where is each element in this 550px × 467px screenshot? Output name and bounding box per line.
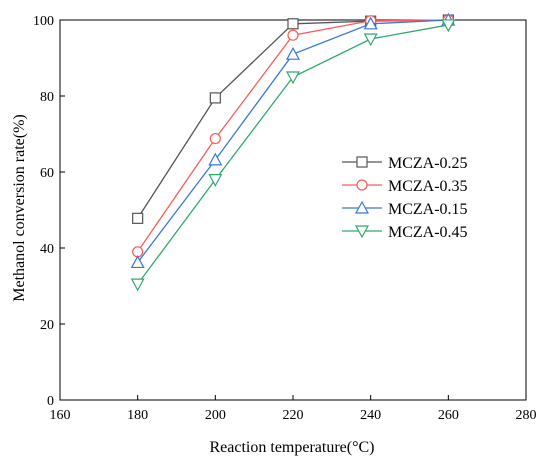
data-point-mcza-0-15 — [363, 16, 378, 30]
data-point-mcza-0-45 — [130, 278, 145, 292]
x-tick-label: 180 — [127, 408, 148, 423]
y-axis-label: Methanol conversion rate(%) — [11, 114, 28, 301]
data-point-mcza-0-45 — [208, 174, 223, 187]
legend-marker-mcza-0-15 — [354, 200, 370, 214]
y-tick-label: 0 — [47, 394, 54, 409]
x-tick-label: 260 — [438, 408, 459, 423]
legend-marker-mcza-0-45 — [354, 225, 370, 239]
x-tick-label: 240 — [360, 408, 381, 423]
legend-label-mcza-0-15: MCZA-0.15 — [388, 201, 468, 218]
legend: MCZA-0.25 MCZA-0.35 MCZA-0.15 MCZA-0.45 — [342, 155, 468, 241]
x-tick-label: 160 — [50, 408, 71, 423]
legend-label-mcza-0-25: MCZA-0.25 — [388, 155, 468, 172]
data-point-mcza-0-45 — [363, 33, 378, 47]
data-point-mcza-0-15 — [285, 46, 301, 60]
x-tick-label: 200 — [205, 408, 226, 423]
legend-label-mcza-0-35: MCZA-0.35 — [388, 178, 468, 195]
data-point-mcza-0-45 — [441, 19, 456, 33]
y-tick-label: 40 — [40, 242, 54, 257]
ticks: 160 180 200 220 240 260 280 0 20 40 60 80 100 — [33, 14, 537, 423]
data-point-mcza-0-25 — [287, 18, 299, 30]
legend-label-mcza-0-45: MCZA-0.45 — [388, 224, 468, 241]
legend-marker-mcza-0-35 — [356, 179, 368, 191]
x-tick-label: 280 — [516, 408, 537, 423]
data-point-mcza-0-25 — [132, 212, 144, 224]
series — [130, 12, 456, 292]
data-point-mcza-0-25 — [209, 92, 221, 104]
x-tick-label: 220 — [283, 408, 304, 423]
data-point-mcza-0-45 — [285, 71, 301, 85]
y-tick-label: 100 — [33, 14, 54, 29]
data-point-mcza-0-15 — [130, 255, 145, 269]
y-tick-label: 20 — [40, 318, 54, 333]
legend-marker-mcza-0-25 — [356, 156, 368, 168]
x-axis-label: Reaction temperature(°C) — [210, 439, 375, 456]
data-point-mcza-0-15 — [208, 152, 223, 166]
y-tick-label: 60 — [40, 166, 54, 181]
y-tick-label: 80 — [40, 90, 54, 105]
data-point-mcza-0-35 — [287, 29, 299, 41]
data-point-mcza-0-35 — [209, 132, 221, 145]
